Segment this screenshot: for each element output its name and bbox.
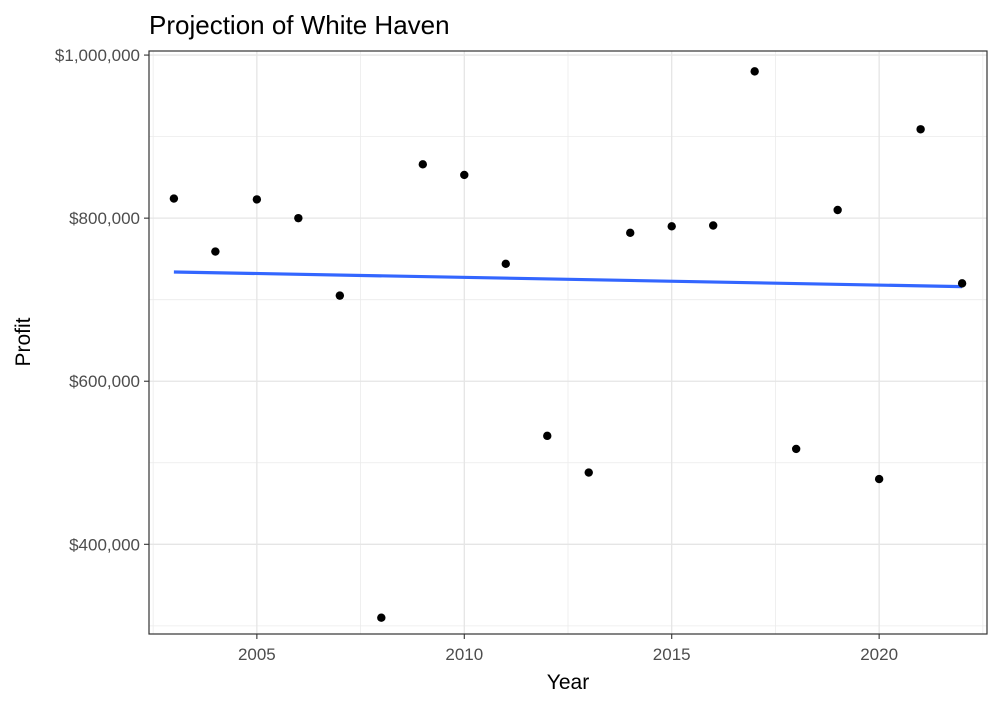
data-point xyxy=(252,195,262,204)
data-point xyxy=(833,205,842,215)
data-point xyxy=(169,194,179,203)
data-point xyxy=(667,222,676,231)
data-point xyxy=(501,259,510,269)
x-tick-label: 2020 xyxy=(860,645,898,664)
data-point xyxy=(916,125,925,134)
x-tick-label: 2010 xyxy=(445,645,483,664)
x-axis-title: Year xyxy=(547,671,589,694)
points-group xyxy=(169,67,967,622)
data-point xyxy=(874,474,884,484)
data-point xyxy=(750,67,759,76)
plot-panel-border xyxy=(148,50,988,635)
x-tick-label: 2015 xyxy=(653,645,691,664)
y-tick-label: $600,000 xyxy=(69,372,140,391)
data-point xyxy=(460,170,469,180)
grid xyxy=(149,51,987,634)
x-tick-label: 2005 xyxy=(238,645,276,664)
trend-line xyxy=(173,270,963,289)
y-axis-title: Profit xyxy=(12,317,35,366)
y-tick-label: $800,000 xyxy=(69,209,140,228)
data-point xyxy=(335,291,345,300)
data-point xyxy=(211,247,220,256)
data-point xyxy=(626,228,635,238)
data-point xyxy=(584,468,593,477)
data-point xyxy=(957,279,967,288)
data-point xyxy=(377,613,386,622)
data-point xyxy=(791,444,801,454)
y-tick-label: $400,000 xyxy=(69,535,140,554)
data-point xyxy=(543,431,552,441)
chart-title: Projection of White Haven xyxy=(149,10,450,40)
data-point xyxy=(418,160,428,169)
data-point xyxy=(294,213,303,223)
y-tick-label: $1,000,000 xyxy=(55,46,140,65)
x-axis: 2005 2010 2015 2020 xyxy=(238,634,898,664)
trend-line-group xyxy=(173,270,963,289)
data-point xyxy=(708,221,718,230)
y-axis: $400,000 $600,000 $800,000 $1,000,000 xyxy=(55,46,149,554)
